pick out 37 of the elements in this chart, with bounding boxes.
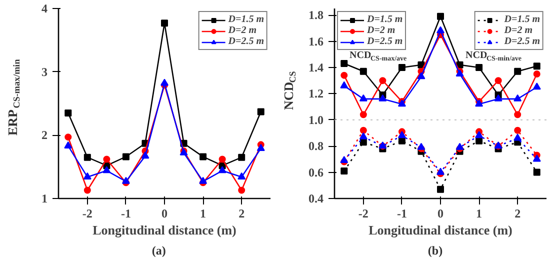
y-axis-title: NCDCS (281, 71, 298, 110)
y-tick-label: 4 (42, 2, 48, 16)
y-tick-label: 1.8 (308, 8, 324, 22)
y-tick-label: 1.4 (308, 60, 324, 74)
x-tick-label: 0 (162, 206, 168, 220)
legend-label: D=2.5 m (228, 36, 264, 47)
y-tick-label: 0.4 (308, 192, 324, 206)
legend-label: D=2 m (228, 25, 256, 36)
y-axis-title: ERPCS-max/min (5, 59, 22, 136)
x-tick-label: -1 (120, 206, 131, 220)
x-tick-label: 1 (476, 206, 482, 220)
y-tick-label: 1.6 (308, 34, 324, 48)
legend-label: D=1.5 m (504, 14, 540, 25)
y-tick-label: 0.6 (308, 165, 324, 180)
y-tick-label: 1 (42, 192, 48, 206)
x-axis-title: Longitudinal distance (m) (368, 222, 512, 238)
x-tick-label: 1 (200, 206, 206, 220)
x-tick-label: 2 (514, 206, 521, 220)
legend-label: D=2.5 m (367, 36, 403, 47)
legend-label: D=2 m (367, 25, 396, 36)
y-tick-label: 0.8 (308, 139, 324, 154)
legend-label: D=1.5 m (367, 14, 403, 25)
legend-label: D=1.5 m (228, 14, 264, 25)
y-tick-label: 2 (42, 128, 48, 142)
x-tick-label: 2 (238, 206, 245, 220)
legend-label: D=2 m (504, 25, 532, 36)
x-axis-title: Longitudinal distance (m) (92, 222, 236, 238)
y-tick-label: 1.2 (308, 86, 324, 101)
x-tick-label: 0 (438, 206, 444, 220)
legend-label: D=2.5 m (504, 36, 540, 47)
text: (b) (428, 244, 443, 258)
x-tick-label: -2 (358, 206, 368, 220)
text: (a) (152, 244, 166, 258)
x-tick-label: -2 (82, 206, 92, 220)
y-tick-label: 3 (42, 64, 48, 79)
x-tick-label: -1 (396, 206, 407, 220)
y-tick-label: 1.0 (308, 112, 324, 127)
